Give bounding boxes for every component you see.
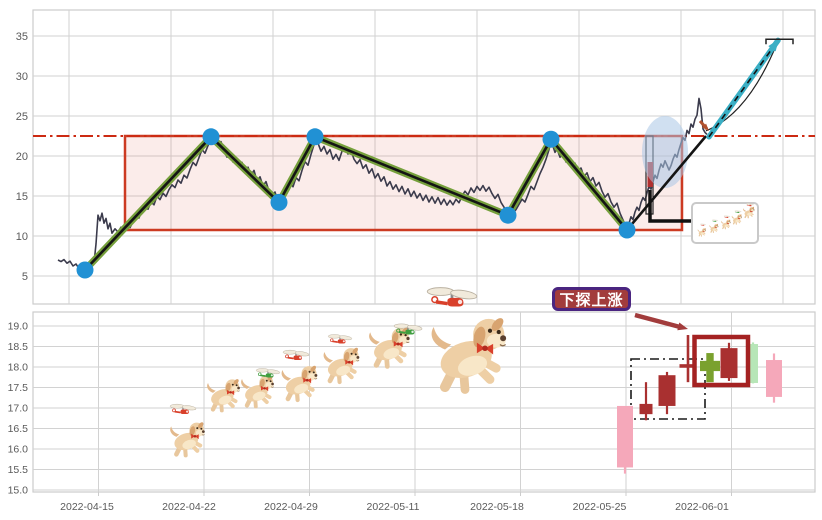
candle (617, 405, 633, 474)
top-y-tick-label: 10 (16, 231, 28, 243)
bottom-y-tick-label: 18.0 (8, 362, 29, 374)
swing-dot (270, 193, 288, 211)
consolidation-dashdot-box (630, 358, 706, 420)
top-y-tick-label: 5 (22, 271, 28, 283)
x-tick-label: 2022-05-18 (470, 501, 524, 513)
candle (720, 342, 738, 381)
candle-body (700, 360, 720, 372)
swing-dot (76, 261, 94, 279)
bracket-connector (648, 190, 691, 223)
target-cap (765, 38, 794, 45)
swing-dot (306, 128, 324, 146)
breakout-tail-line (626, 135, 707, 231)
candle (679, 335, 697, 383)
top-y-tick-label: 30 (16, 71, 28, 83)
swing-dot (499, 206, 517, 224)
pattern-frame-box (692, 334, 751, 388)
bottom-candle-panel (32, 311, 816, 493)
x-tick-label: 2022-04-22 (162, 501, 216, 513)
candle-body (766, 360, 782, 397)
bottom-y-tick-label: 15.5 (8, 464, 29, 476)
pivot-mini-arrowhead (701, 123, 709, 131)
bottom-y-tick-label: 18.5 (8, 341, 29, 353)
candle (639, 382, 653, 421)
label-arrowhead (677, 322, 688, 331)
pattern-annotation-label: 下探上涨 (552, 287, 631, 311)
candle-body (748, 344, 758, 383)
top-y-tick-label: 20 (16, 151, 28, 163)
x-tick-label: 2022-04-29 (264, 501, 318, 513)
projection-arrow-dash (708, 39, 779, 138)
projection-arrowhead (768, 39, 779, 52)
bottom-y-tick-label: 16.0 (8, 444, 29, 456)
candle-body (617, 405, 633, 468)
top-y-tick-label: 15 (16, 191, 28, 203)
highlight-ellipse (642, 116, 688, 188)
swing-dot (542, 130, 560, 148)
bottom-y-tick-label: 17.0 (8, 403, 29, 415)
candle-body (720, 348, 738, 379)
candle (658, 371, 676, 415)
candle-body (639, 403, 653, 415)
candle-body (679, 364, 697, 368)
x-tick-label: 2022-06-01 (675, 501, 729, 513)
x-tick-label: 2022-05-11 (367, 501, 420, 513)
bottom-y-tick-label: 17.5 (8, 382, 29, 394)
x-tick-label: 2022-05-25 (573, 501, 627, 513)
candle (766, 353, 782, 403)
candle (748, 342, 758, 384)
candle (700, 353, 720, 383)
top-y-tick-label: 25 (16, 111, 28, 123)
bottom-y-tick-label: 19.0 (8, 321, 29, 333)
label-arrow (634, 312, 681, 330)
bottom-y-tick-label: 16.5 (8, 423, 29, 435)
swing-dot (618, 221, 636, 239)
candle-body (658, 375, 676, 406)
x-tick-label: 2022-04-15 (60, 501, 114, 513)
top-y-tick-label: 35 (16, 31, 28, 43)
bottom-y-tick-label: 15.0 (8, 485, 29, 497)
swing-dot (202, 128, 220, 146)
